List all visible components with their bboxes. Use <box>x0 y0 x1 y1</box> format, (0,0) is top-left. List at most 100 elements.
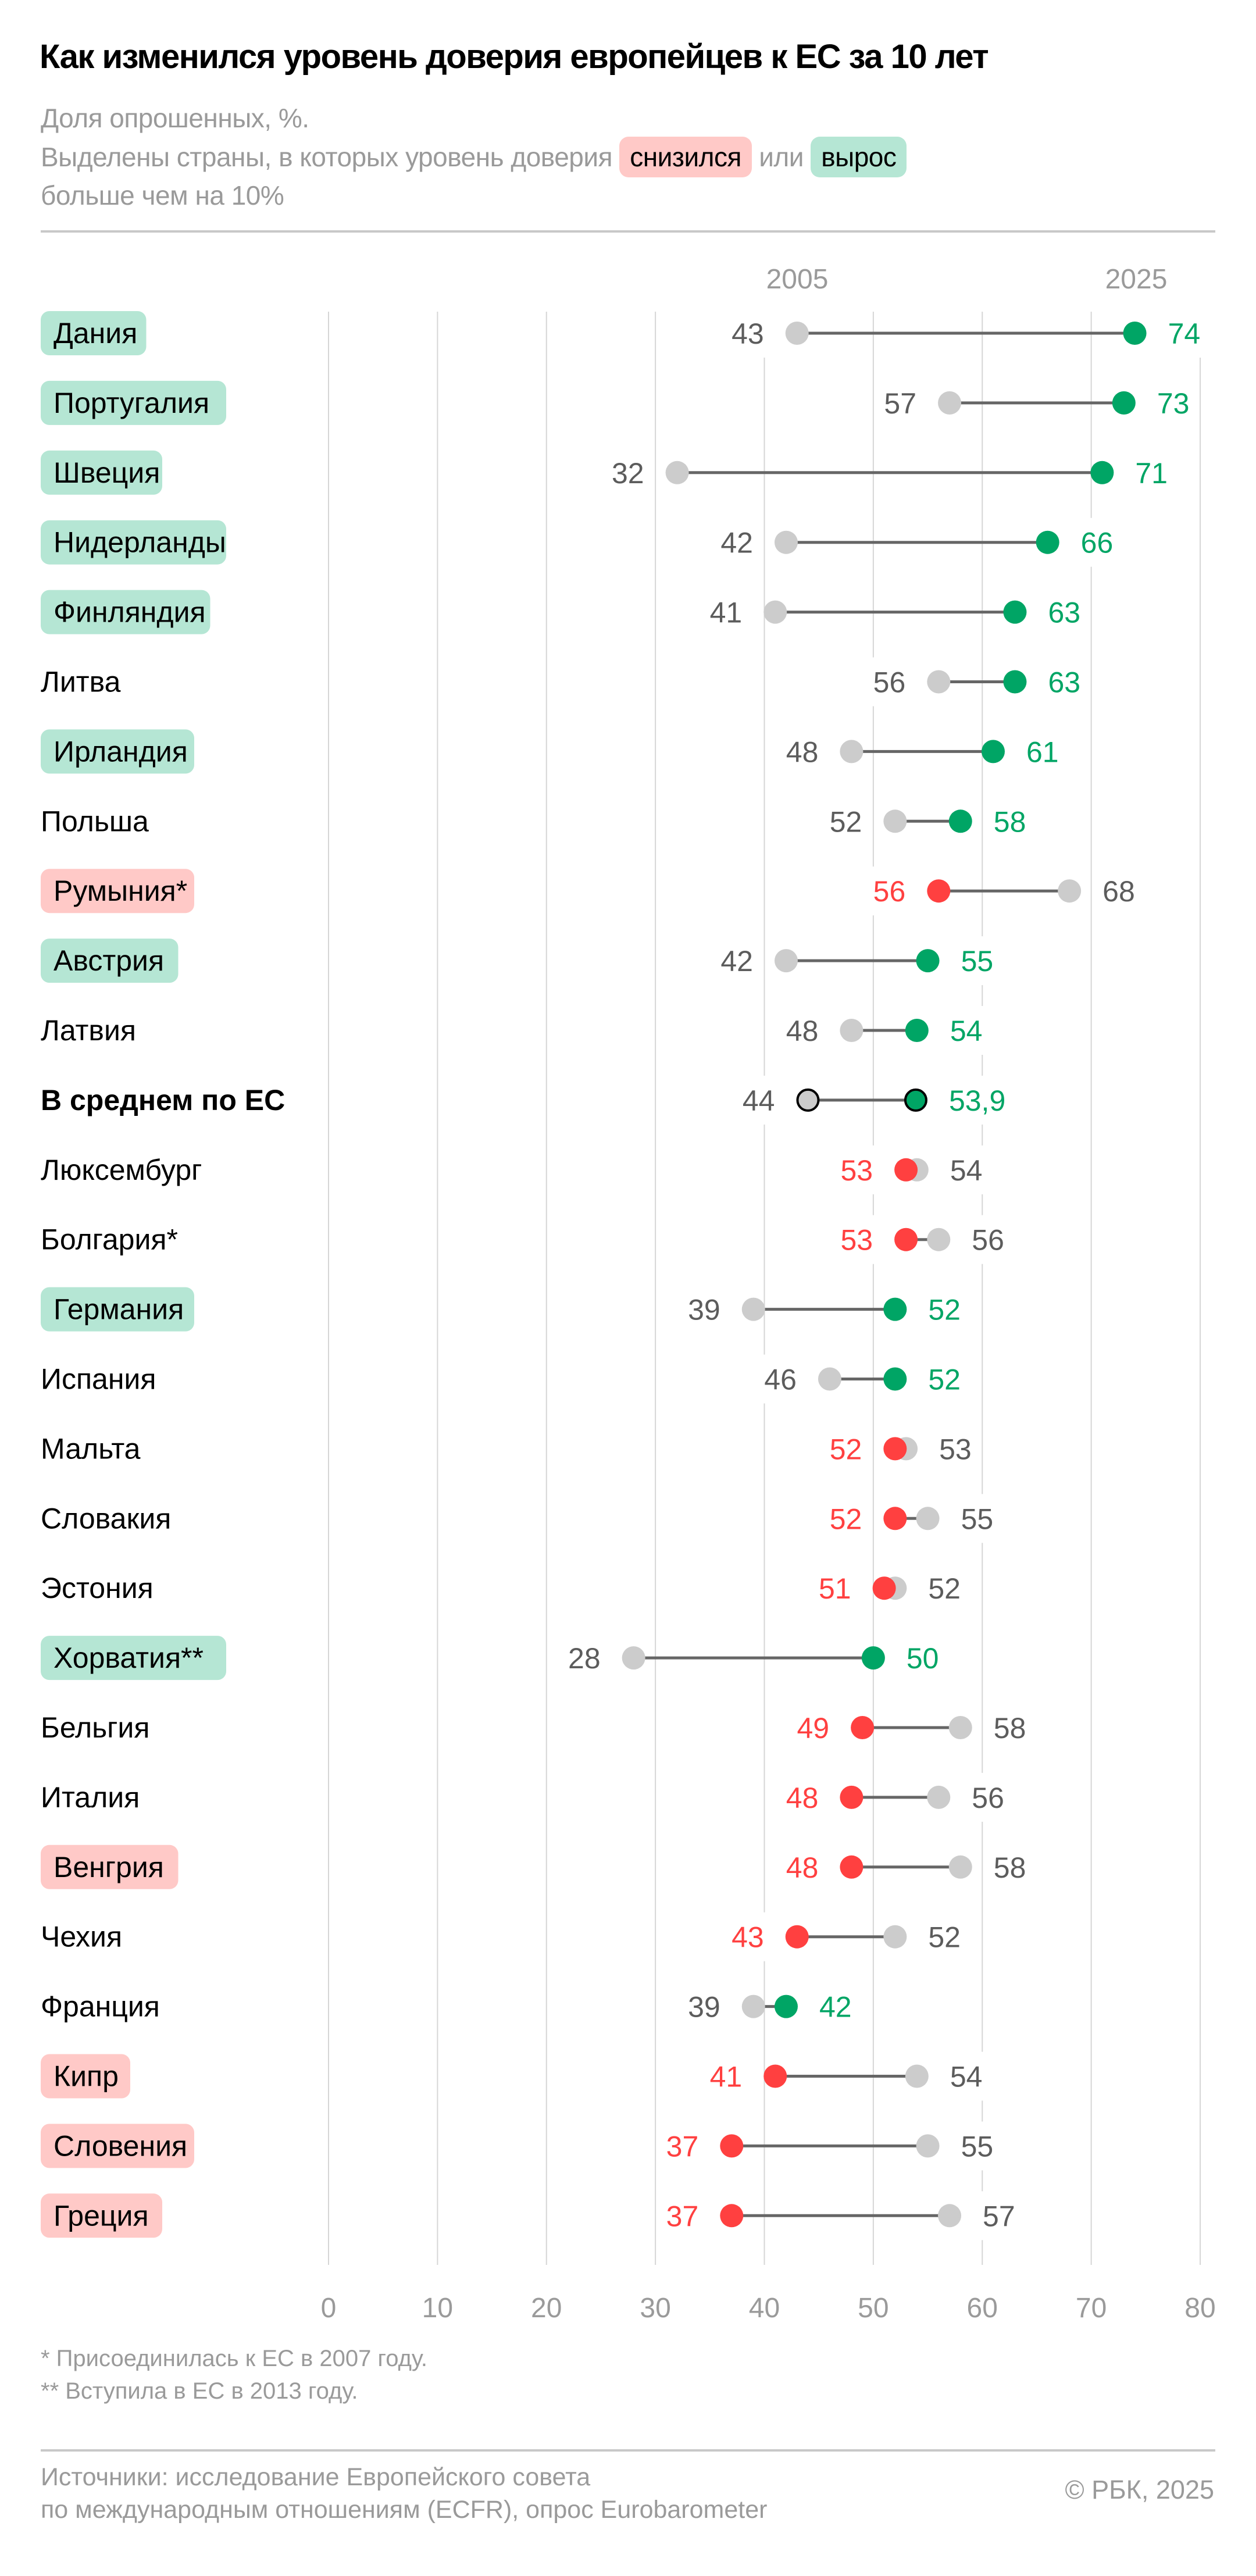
value-label-bg <box>718 936 755 986</box>
x-tick-label: 20 <box>531 2293 562 2324</box>
value-label-bg <box>663 2121 701 2171</box>
dot-2005 <box>622 1646 645 1670</box>
value-label-2005: 52 <box>928 1572 961 1605</box>
value-label-2005: 57 <box>983 2200 1015 2232</box>
sources-line-1: Источники: исследование Европейского сов… <box>41 2463 591 2491</box>
value-label-2025: 73 <box>1157 387 1190 420</box>
value-label-2005: 55 <box>961 1503 994 1535</box>
value-label-bg <box>870 866 908 916</box>
chart-row: Чехия 43 52 <box>41 1912 964 1961</box>
value-label-2005: 56 <box>972 1224 1004 1257</box>
highlight-pill-decreased <box>41 2193 162 2238</box>
value-label-bg <box>783 1006 821 1055</box>
value-label-2005: 56 <box>972 1782 1004 1814</box>
value-label-bg <box>926 1354 964 1404</box>
chart-subtitle: Доля опрошенных, %. Выделены страны, в к… <box>41 100 1221 214</box>
chart-row: Латвия 48 54 <box>41 1006 985 1055</box>
series-label-2005: 2005 <box>766 264 829 295</box>
chart-row: Бельгия 49 58 <box>41 1703 1029 1752</box>
chart-row: Австрия 42 55 <box>41 936 996 986</box>
highlight-pill-decreased <box>41 2054 130 2099</box>
country-label: В среднем по ЕС <box>41 1084 285 1116</box>
value-label-2025: 37 <box>666 2130 699 2163</box>
value-label-bg <box>870 657 908 707</box>
value-label-2025: 52 <box>928 1364 961 1396</box>
highlight-pill-increased <box>41 1287 194 1332</box>
chart-row: Испания 46 52 <box>41 1354 964 1404</box>
country-label: Бельгия <box>41 1711 149 1744</box>
value-label-bg <box>816 1564 854 1613</box>
country-label: Мальта <box>41 1432 141 1465</box>
dot-2025 <box>840 1855 864 1879</box>
dot-2005 <box>774 530 798 554</box>
dot-2005 <box>927 1785 951 1809</box>
country-label: Испания <box>41 1363 156 1396</box>
value-label-2025: 53,9 <box>949 1084 1005 1117</box>
x-tick-label: 60 <box>967 2293 998 2324</box>
chart-row: Болгария* 53 56 <box>41 1215 1007 1264</box>
chart-row: Греция 37 57 <box>41 2191 1018 2240</box>
value-label-bg <box>707 587 745 637</box>
value-label-2005: 55 <box>961 2130 994 2163</box>
chart-row: Эстония 51 52 <box>41 1564 964 1613</box>
x-tick-label: 10 <box>422 2293 453 2324</box>
footnote-2: ** Вступила в ЕС в 2013 году. <box>41 2378 358 2404</box>
country-label: Германия <box>53 1293 184 1326</box>
country-label: Швеция <box>53 456 160 489</box>
x-tick-label: 50 <box>858 2293 889 2324</box>
value-label-2025: 42 <box>819 1991 852 2024</box>
value-label-bg <box>565 1633 603 1683</box>
dot-2025 <box>1112 391 1136 415</box>
value-label-bg <box>827 1494 865 1543</box>
chart-row: Литва 56 63 <box>41 657 1083 707</box>
value-label-bg <box>947 1145 985 1194</box>
header-divider <box>41 230 1215 233</box>
value-label-bg <box>969 1772 1007 1822</box>
dot-2005 <box>938 2204 962 2228</box>
dot-2025 <box>883 1507 907 1530</box>
value-label-bg <box>729 1912 766 1961</box>
value-label-2025: 52 <box>928 1294 961 1326</box>
x-tick-label: 80 <box>1184 2293 1215 2324</box>
country-label: Португалия <box>53 387 209 419</box>
value-label-2005: 28 <box>568 1642 601 1675</box>
value-label-bg <box>707 2051 745 2101</box>
country-label: Греция <box>53 2199 149 2232</box>
dot-2005 <box>905 2064 929 2088</box>
chart-row: Словения 37 55 <box>41 2121 996 2171</box>
dot-2025 <box>1123 322 1147 345</box>
value-label-2005: 58 <box>994 1851 1026 1884</box>
country-label: Чехия <box>41 1921 122 1953</box>
value-label-2005: 68 <box>1102 875 1135 908</box>
value-label-2005: 54 <box>950 2061 983 2093</box>
country-label: Венгрия <box>53 1851 164 1883</box>
value-label-2025: 74 <box>1168 317 1201 350</box>
subtitle-legend-prefix: Выделены страны, в которых уровень довер… <box>41 142 612 172</box>
dot-2005 <box>927 1228 951 1251</box>
value-label-bg <box>991 1842 1029 1892</box>
copyright: © РБК, 2025 <box>1065 2475 1214 2504</box>
value-label-2005: 58 <box>994 1712 1026 1744</box>
value-label-bg <box>729 309 766 358</box>
dot-2025 <box>883 1367 907 1391</box>
x-tick-label: 40 <box>749 2293 780 2324</box>
value-label-bg <box>947 2051 985 2101</box>
dot-2025 <box>720 2134 744 2158</box>
dot-2025 <box>1036 530 1059 554</box>
value-label-bg <box>1078 518 1116 567</box>
legend-or-text: или <box>759 142 804 172</box>
highlight-pill-increased <box>41 729 194 774</box>
value-label-2005: 41 <box>710 597 743 629</box>
dot-2005 <box>948 1716 972 1739</box>
value-label-2025: 52 <box>830 1503 862 1535</box>
country-label: Словакия <box>41 1502 171 1535</box>
value-label-2025: 48 <box>786 1782 819 1814</box>
dot-2005 <box>927 670 951 694</box>
highlight-pill-increased <box>41 590 210 634</box>
value-label-bg <box>882 378 919 427</box>
value-label-bg <box>1046 587 1083 637</box>
value-label-2005: 52 <box>830 805 862 838</box>
chart-row: Италия 48 56 <box>41 1772 1007 1822</box>
value-label-bg <box>1023 727 1061 776</box>
value-label-bg <box>783 1842 821 1892</box>
